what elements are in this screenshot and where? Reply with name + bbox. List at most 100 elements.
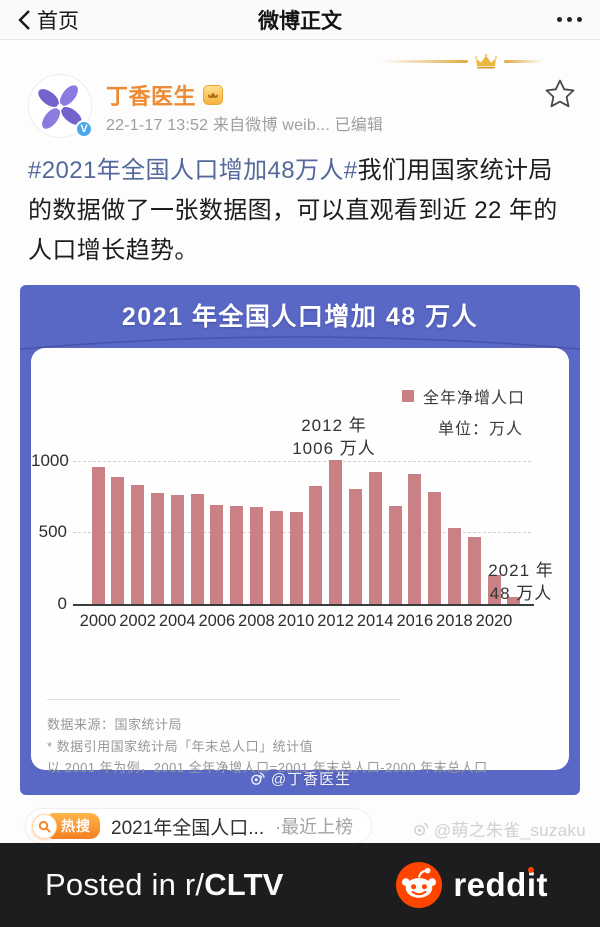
dot-icon [567,17,572,22]
hot-badge-label: 热搜 [49,813,100,839]
chart-footer: 数据来源：国家统计局 * 数据引用国家统计局「年末总人口」统计值 以 2001 … [47,714,557,779]
chart-legend: 全年净增人口 单位：万人 [401,384,525,439]
x-tick-label: 2004 [158,612,196,630]
screenshot-watermark-text: @萌之朱雀_suzaku [433,821,586,840]
x-tick-label: 2002 [119,612,156,630]
annotation-2021-value: 48 万人 [489,584,553,603]
weibo-eye-icon [414,821,429,836]
author-name[interactable]: 丁香医生 [106,84,197,109]
screenshot-watermark: @萌之朱雀_suzaku [412,816,586,841]
gold-line [382,60,468,63]
note-line-1: * 数据引用国家统计局「年末总人口」统计值 [47,738,314,754]
dot-icon [577,17,582,22]
post-text: #2021年全国人口增加48万人#我们用国家统计局的数据做了一张数据图，可以直观… [28,151,575,271]
bar-2011 [309,486,323,604]
legend-swatch-icon [401,390,414,402]
subreddit-name: CLTV [204,867,284,902]
weibo-watermark-text: @丁香医生 [270,771,352,788]
x-tick-label: 2006 [198,612,236,630]
dot-icon [557,17,562,22]
annotation-2021: 2021 年 48 万人 [478,559,564,605]
bar-2009 [269,511,283,604]
gold-line [504,60,544,63]
page-title: 微博正文 [258,9,342,33]
bar-2001 [111,477,125,604]
chart-canvas: 全年净增人口 单位：万人 2012 年 1006 万人 2021 年 48 万人… [31,348,569,775]
verified-badge-icon: V [75,120,93,138]
avatar[interactable]: V [28,74,93,138]
chart-title: 2021 年全国人口增加 48 万人 [121,303,479,331]
x-tick-label: 2000 [79,612,117,630]
bar-2015 [388,506,402,604]
reddit-banner[interactable]: Posted in r/CLTV reddit [0,843,600,927]
hot-search-badge: 热搜 [32,813,100,839]
bar-2004 [170,495,184,604]
x-tick-label: 2010 [277,612,315,630]
reddit-wordmark-i: i [526,866,537,903]
bar-2008 [249,507,263,604]
reddit-wordmark-suffix: t [536,866,548,903]
navbar: 首页 微博正文 [0,0,600,40]
x-tick-label: 2016 [396,612,434,630]
note-line-2: 以 2001 年为例，2001 全年净增人口=2001 年末总人口-2000 年… [47,760,488,775]
search-icon [32,813,57,839]
reddit-wordmark-prefix: redd [453,866,527,903]
bar-2010 [289,512,303,604]
bar-2016 [408,474,422,604]
x-tick-label: 2020 [475,612,513,630]
y-tick-label: 0 [57,594,67,613]
hot-search-chip[interactable]: 热搜 2021年全国人口... ·最近上榜 [25,808,373,844]
chart-image[interactable]: 2021 年全国人口增加 48 万人 全年净增人口 单位：万人 2012 年 1… [20,285,580,795]
more-options-button[interactable] [557,17,582,22]
post-meta: 22-1-17 13:52 来自微博 weib... 已编辑 [106,117,384,134]
bar-2000 [91,467,105,604]
unit-label: 单位：万人 [437,421,523,438]
weibo-eye-icon [251,772,265,785]
posted-in-prefix: Posted in r/ [45,867,205,902]
reddit-logo-icon [396,862,443,908]
x-tick-label: 2014 [356,612,394,630]
chevron-left-icon [18,9,30,30]
x-axis-line [73,604,534,606]
hot-search-status: ·最近上榜 [275,817,354,837]
hashtag-link[interactable]: #2021年全国人口增加48万人# [28,157,358,184]
post-body-text: 我们用国家统计局的数据做了一张数据图，可以直观看到近 22 年的人口增长趋势。 [28,157,558,264]
bar-2002 [131,485,145,604]
bar-2005 [190,494,204,604]
x-tick-label: 2012 [317,612,354,630]
gridline [73,460,531,462]
source-line: 数据来源：国家统计局 [47,717,183,732]
reddit-wordmark: reddit [453,866,548,904]
bar-2013 [348,489,362,604]
y-tick-label: 1000 [31,450,69,470]
annotation-2012: 2012 年 1006 万人 [274,414,394,460]
annotation-2021-year: 2021 年 [488,561,554,580]
back-label: 首页 [37,9,79,33]
bar-2012 [329,460,343,604]
vip-crown-decoration [382,53,552,70]
annotation-2012-value: 1006 万人 [292,439,376,458]
bar-2007 [230,506,244,604]
chart-plot: 0 500 1000 2000 2002 2004 2006 2008 2010 2012 2014… [31,348,569,770]
x-tick-label: 2018 [436,612,473,630]
crown-icon [474,53,498,69]
annotation-2012-year: 2012 年 [301,416,367,435]
bar-2003 [150,493,164,604]
bar-2017 [428,492,442,604]
lilac-flower-logo-icon [38,85,82,129]
y-tick-label: 500 [38,522,67,542]
hot-search-topic: 2021年全国人口... [111,817,265,839]
legend-label: 全年净增人口 [422,390,525,407]
back-button[interactable]: 首页 [18,5,79,35]
bar-2014 [368,472,382,604]
reddit-brand: reddit [396,862,548,908]
posted-in-caption: Posted in r/CLTV [45,867,284,903]
bar-2018 [447,528,461,604]
weibo-watermark: @丁香医生 [20,768,580,789]
member-crown-badge-icon [203,85,224,105]
bar-2006 [210,505,224,604]
favorite-star-button[interactable] [543,77,577,111]
bar-2019 [467,537,481,604]
bar-2020 [487,575,501,604]
